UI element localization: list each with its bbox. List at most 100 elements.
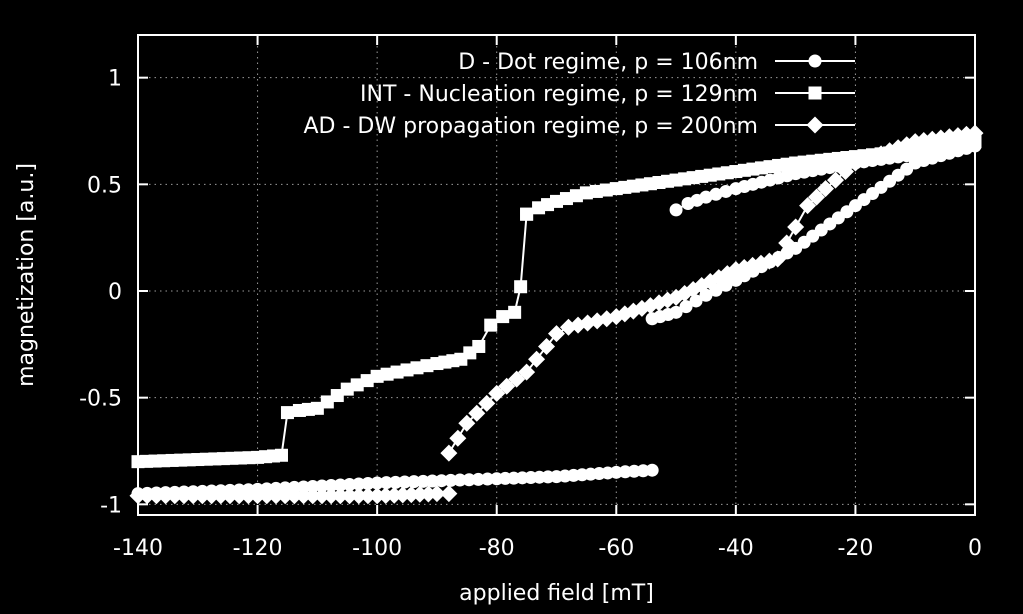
data-point [420,359,434,373]
data-point [709,187,723,201]
data-point [203,487,221,505]
data-point [398,475,412,489]
data-point [808,188,826,206]
data-point [297,480,311,494]
data-point [846,154,864,172]
x-tick-label: -20 [837,536,873,561]
data-point [166,487,184,505]
series-square [131,135,982,469]
plot-frame [137,34,976,516]
data-point [609,182,623,196]
data-point [330,389,344,403]
data-point [559,318,577,336]
data-point [498,377,516,395]
data-point [472,339,486,353]
data-point [435,474,449,488]
data-point [599,183,613,197]
data-point [508,305,522,319]
y-tick-label: -1 [100,493,122,518]
data-point [138,487,156,505]
data-point [520,207,534,221]
y-tick-label: -0.5 [79,387,122,412]
legend-label: AD - DW propagation regime, p = 200nm [304,114,759,139]
data-point [360,374,374,388]
data-point [331,487,349,505]
data-point [514,280,528,294]
data-point [333,478,347,492]
x-tick-label: -140 [113,536,163,561]
data-point [444,473,458,487]
data-point [478,394,496,412]
x-tick-label: -80 [479,536,515,561]
data-point [462,473,476,487]
data-point [230,487,248,505]
legend-label: D - Dot regime, p = 106nm [458,50,758,75]
data-point [322,487,340,505]
series-diamond [129,124,984,505]
data-point [729,182,743,196]
data-point [496,310,510,324]
data-point [787,218,805,236]
data-point [267,487,285,505]
y-tick-label: 0 [108,280,122,305]
data-point [425,474,439,488]
data-point [370,476,384,490]
data-point [280,406,294,420]
data-point [193,487,211,505]
data-point [359,487,377,505]
data-point [274,448,288,462]
data-point [538,337,556,355]
data-point [817,180,835,198]
data-point [343,477,357,491]
data-point [681,197,695,211]
data-point [669,305,683,319]
data-point [548,325,565,343]
data-point [719,184,733,198]
data-point [468,404,486,422]
data-point [416,474,430,488]
data-point [313,487,331,505]
data-point [379,476,393,490]
data-point [484,318,498,332]
data-point [320,395,334,409]
y-tick-label: 0.5 [87,173,122,198]
data-point [157,487,175,505]
data-point [400,363,414,377]
data-point [389,475,403,489]
data-point [559,192,573,206]
data-point [836,163,854,181]
data-point [488,384,506,402]
data-point [310,401,324,415]
data-point [239,487,257,505]
x-tick-label: 0 [968,536,982,561]
data-point [324,478,338,492]
legend-marker [806,116,824,134]
data-point [370,369,384,383]
data-point [276,487,294,505]
data-point [407,475,421,489]
data-point [147,487,165,505]
data-point [350,487,368,505]
data-point [341,487,359,505]
legend: D - Dot regime, p = 106nm INT - Nucleatio… [304,50,855,139]
data-point [361,476,375,490]
data-point [428,485,446,503]
data-point [440,485,458,503]
data-point [380,367,394,381]
x-tick-label: -120 [233,536,283,561]
data-point [679,300,693,314]
legend-marker [808,54,822,68]
data-point [569,189,583,203]
x-tick-label: -100 [352,536,402,561]
series-layer [129,124,984,505]
data-point [295,487,313,505]
data-point [518,363,536,381]
data-point [306,479,320,493]
data-point [799,197,817,215]
data-point [304,487,322,505]
grid [138,35,975,515]
data-point [212,487,230,505]
x-tick-label: -60 [598,536,634,561]
data-point [352,477,366,491]
